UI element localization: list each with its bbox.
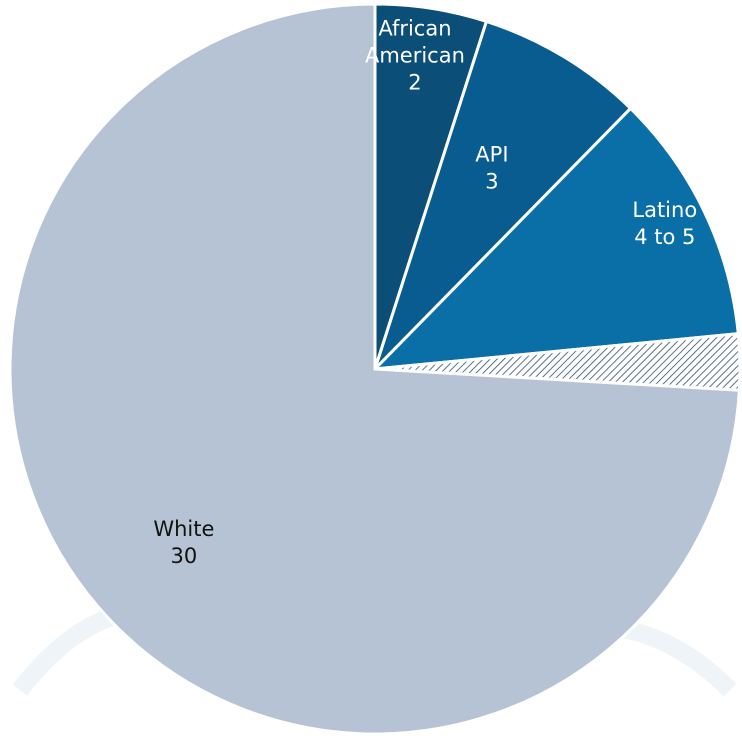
slice-label-4: White 30 — [153, 517, 214, 568]
pie-slices — [8, 2, 742, 736]
slice-label-line: 30 — [170, 544, 197, 568]
slice-label-2: Latino 4 to 5 — [632, 198, 697, 249]
pie-slice-1 — [373, 19, 633, 371]
slice-label-line: African — [378, 16, 451, 40]
slice-label-1: API 3 — [475, 143, 508, 194]
slice-label-line: American — [365, 43, 465, 67]
slice-label-0: African American 2 — [365, 16, 465, 94]
pie-slice-4 — [8, 2, 741, 736]
pie-slice-2 — [371, 106, 740, 371]
pie-labels: African American 2 API 3 Latino 4 to 5 White 30 — [153, 16, 697, 567]
slice-label-line: 3 — [485, 170, 498, 194]
slice-label-line: API — [475, 143, 508, 167]
slice-label-line: 2 — [408, 70, 421, 94]
slice-label-line: 4 to 5 — [634, 225, 695, 249]
slice-label-line: White — [153, 517, 214, 541]
slice-label-line: Latino — [632, 198, 697, 222]
